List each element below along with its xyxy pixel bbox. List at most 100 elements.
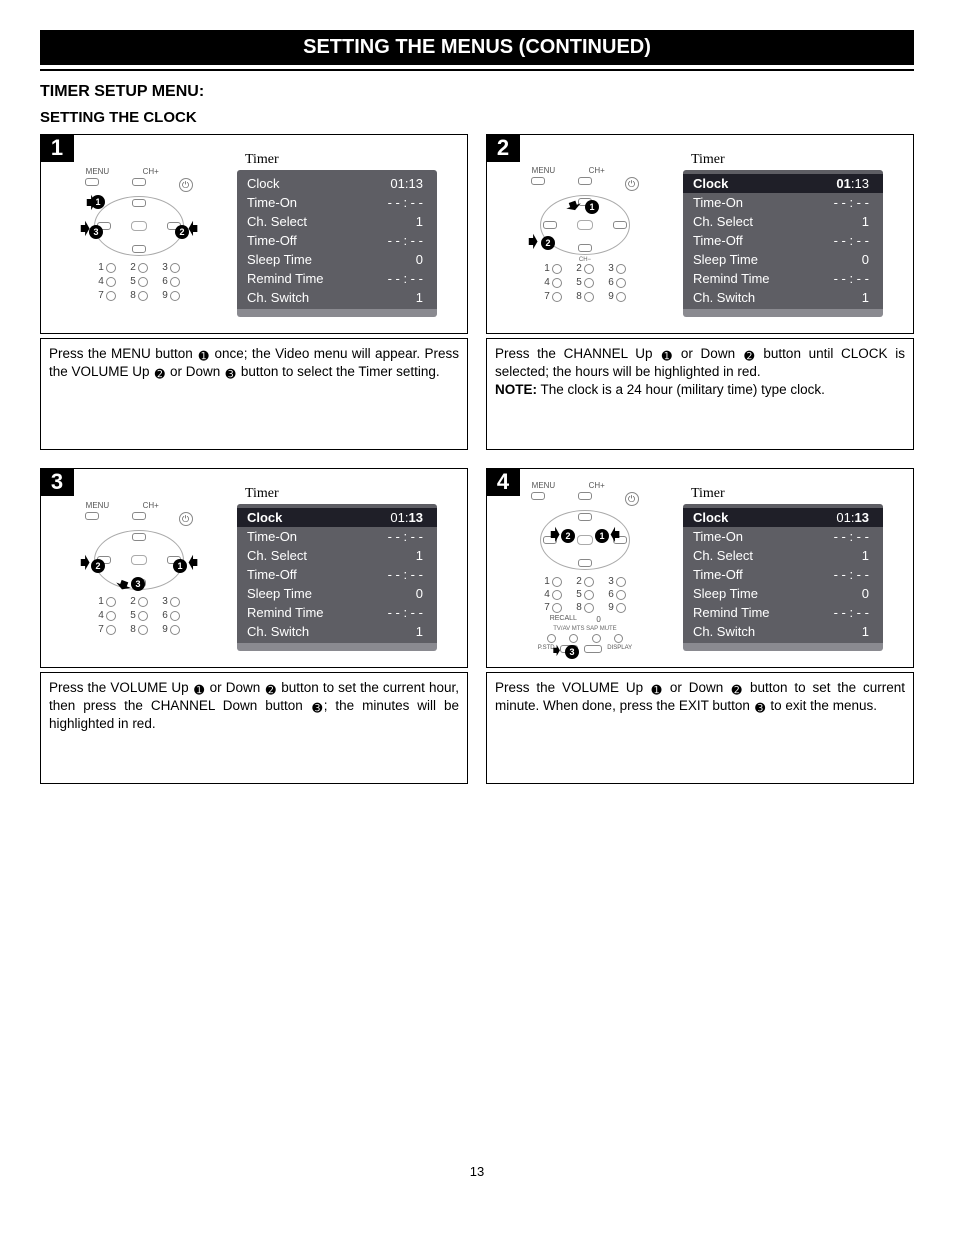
step-block: 4 MENUCH+ ⏻ ➧ 1 ➧ 2 123456789 RECALL0 TV…: [486, 468, 914, 784]
osd-title: Timer: [683, 152, 883, 170]
osd-row: Time-On- - : - -: [683, 527, 883, 546]
step-ref-icon: ➌: [311, 702, 324, 715]
osd-value: - - : - -: [388, 270, 423, 287]
osd-panel: Timer Clock 01:13 Time-On - - : - - Ch. Sele…: [237, 486, 437, 651]
remote-diagram: MENUCH+ ⏻ ➧ 1 ➧ 2 123456789 RECALL0 TV/A…: [515, 481, 655, 655]
osd-value: 0: [862, 585, 869, 602]
osd-value: 01:13: [390, 175, 423, 192]
osd-value: 01:13: [836, 509, 869, 526]
step-panel: 2 MENUCH+ ⏻ ➧ 1 ➧ 2 CH− 123456789 Timer …: [486, 134, 914, 334]
osd-value: - - : - -: [834, 232, 869, 249]
osd-value: - - : - -: [834, 566, 869, 583]
osd-row: Ch. Select 1: [237, 212, 437, 231]
osd-label: Clock: [247, 509, 282, 526]
osd-value: 1: [862, 289, 869, 306]
header-rule: [40, 69, 914, 71]
step-block: 3 MENUCH+ ⏻ ➧ 1 ➧ 2 ➧ 3 123456789 Timer …: [40, 468, 468, 784]
osd-row: Time-Off - - : - -: [683, 231, 883, 250]
osd-label: Time-Off: [247, 232, 297, 249]
osd-panel: Timer Clock01:13Time-On- - : - -Ch. Sele…: [237, 152, 437, 317]
step-panel: 3 MENUCH+ ⏻ ➧ 1 ➧ 2 ➧ 3 123456789 Timer …: [40, 468, 468, 668]
step-block: 1 MENUCH+ ⏻ ➧ 1 ➧ 3 ➧ 2 123456789 Timer …: [40, 134, 468, 450]
osd-label: Ch. Select: [247, 213, 307, 230]
remote-diagram: MENUCH+ ⏻ ➧ 1 ➧ 2 CH− 123456789: [515, 166, 655, 302]
step-number: 2: [486, 134, 520, 162]
osd-row: Remind Time - - : - -: [683, 269, 883, 288]
osd-row: Time-On - - : - -: [683, 193, 883, 212]
osd-value: - - : - -: [834, 528, 869, 545]
osd-value: - - : - -: [388, 604, 423, 621]
osd-title: Timer: [237, 486, 437, 504]
step-ref-icon: ➊: [193, 684, 206, 697]
step-ref-icon: ➋: [153, 368, 166, 381]
page-header: SETTING THE MENUS (CONTINUED): [40, 30, 914, 65]
osd-row: Time-Off - - : - -: [237, 565, 437, 584]
osd-value: 1: [862, 623, 869, 640]
osd-row: Ch. Select1: [683, 212, 883, 231]
step-number: 4: [486, 468, 520, 496]
osd-row: Ch. Select1: [683, 546, 883, 565]
steps-grid: 1 MENUCH+ ⏻ ➧ 1 ➧ 3 ➧ 2 123456789 Timer …: [40, 134, 914, 784]
instruction-text: Press the VOLUME Up ➊ or Down ➋ button t…: [486, 672, 914, 784]
osd-label: Ch. Select: [247, 547, 307, 564]
osd-row: Ch. Switch 1: [237, 622, 437, 641]
osd-value: - - : - -: [834, 270, 869, 287]
osd-row: Sleep Time 0: [683, 584, 883, 603]
osd-label: Clock: [247, 175, 280, 192]
osd-row: Clock 01:13: [237, 508, 437, 527]
osd-label: Time-On: [693, 194, 743, 211]
osd-title: Timer: [237, 152, 437, 170]
osd-row: Ch. Switch1: [237, 288, 437, 307]
step-block: 2 MENUCH+ ⏻ ➧ 1 ➧ 2 CH− 123456789 Timer …: [486, 134, 914, 450]
osd-value: 0: [416, 251, 423, 268]
step-panel: 1 MENUCH+ ⏻ ➧ 1 ➧ 3 ➧ 2 123456789 Timer …: [40, 134, 468, 334]
section-heading-2: SETTING THE CLOCK: [40, 109, 914, 126]
step-ref-icon: ➌: [754, 702, 767, 715]
step-number: 3: [40, 468, 74, 496]
osd-row: Sleep Time0: [683, 250, 883, 269]
osd-value: 1: [416, 213, 423, 230]
osd-row: Sleep Time0: [237, 250, 437, 269]
osd-label: Clock: [693, 509, 728, 526]
osd-label: Remind Time: [693, 604, 770, 621]
osd-row: Clock01:13: [683, 174, 883, 193]
osd-panel: Timer Clock01:13Time-On- - : - -Ch. Sele…: [683, 152, 883, 317]
osd-label: Time-Off: [247, 566, 297, 583]
osd-label: Ch. Select: [693, 213, 753, 230]
osd-row: Clock 01:13: [683, 508, 883, 527]
step-ref-icon: ➊: [660, 350, 673, 363]
osd-value: 1: [416, 547, 423, 564]
instruction-text: Press the MENU button ➊ once; the Video …: [40, 338, 468, 450]
osd-value: 01:13: [390, 509, 423, 526]
osd-value: - - : - -: [834, 194, 869, 211]
osd-row: Sleep Time0: [237, 584, 437, 603]
osd-label: Time-On: [247, 194, 297, 211]
osd-row: Time-Off - - : - -: [237, 231, 437, 250]
osd-value: 1: [416, 289, 423, 306]
step-ref-icon: ➊: [197, 350, 210, 363]
osd-value: - - : - -: [388, 566, 423, 583]
osd-value: - - : - -: [388, 232, 423, 249]
osd-label: Sleep Time: [693, 251, 758, 268]
osd-label: Ch. Switch: [693, 623, 755, 640]
osd-value: - - : - -: [388, 528, 423, 545]
instruction-text: Press the VOLUME Up ➊ or Down ➋ button t…: [40, 672, 468, 784]
osd-label: Time-Off: [693, 232, 743, 249]
osd-value: 1: [416, 623, 423, 640]
osd-value: 0: [416, 585, 423, 602]
osd-label: Time-On: [247, 528, 297, 545]
osd-label: Remind Time: [693, 270, 770, 287]
remote-diagram: MENUCH+ ⏻ ➧ 1 ➧ 2 ➧ 3 123456789: [69, 501, 209, 635]
osd-label: Sleep Time: [693, 585, 758, 602]
osd-row: Remind Time- - : - -: [237, 269, 437, 288]
osd-value: - - : - -: [388, 194, 423, 211]
step-ref-icon: ➌: [224, 368, 237, 381]
osd-label: Ch. Switch: [247, 623, 309, 640]
osd-label: Remind Time: [247, 604, 324, 621]
osd-title: Timer: [683, 486, 883, 504]
step-ref-icon: ➋: [730, 684, 743, 697]
step-ref-icon: ➋: [743, 350, 756, 363]
osd-row: Time-On - - : - -: [237, 193, 437, 212]
osd-label: Ch. Switch: [693, 289, 755, 306]
osd-row: Ch. Switch 1: [683, 622, 883, 641]
